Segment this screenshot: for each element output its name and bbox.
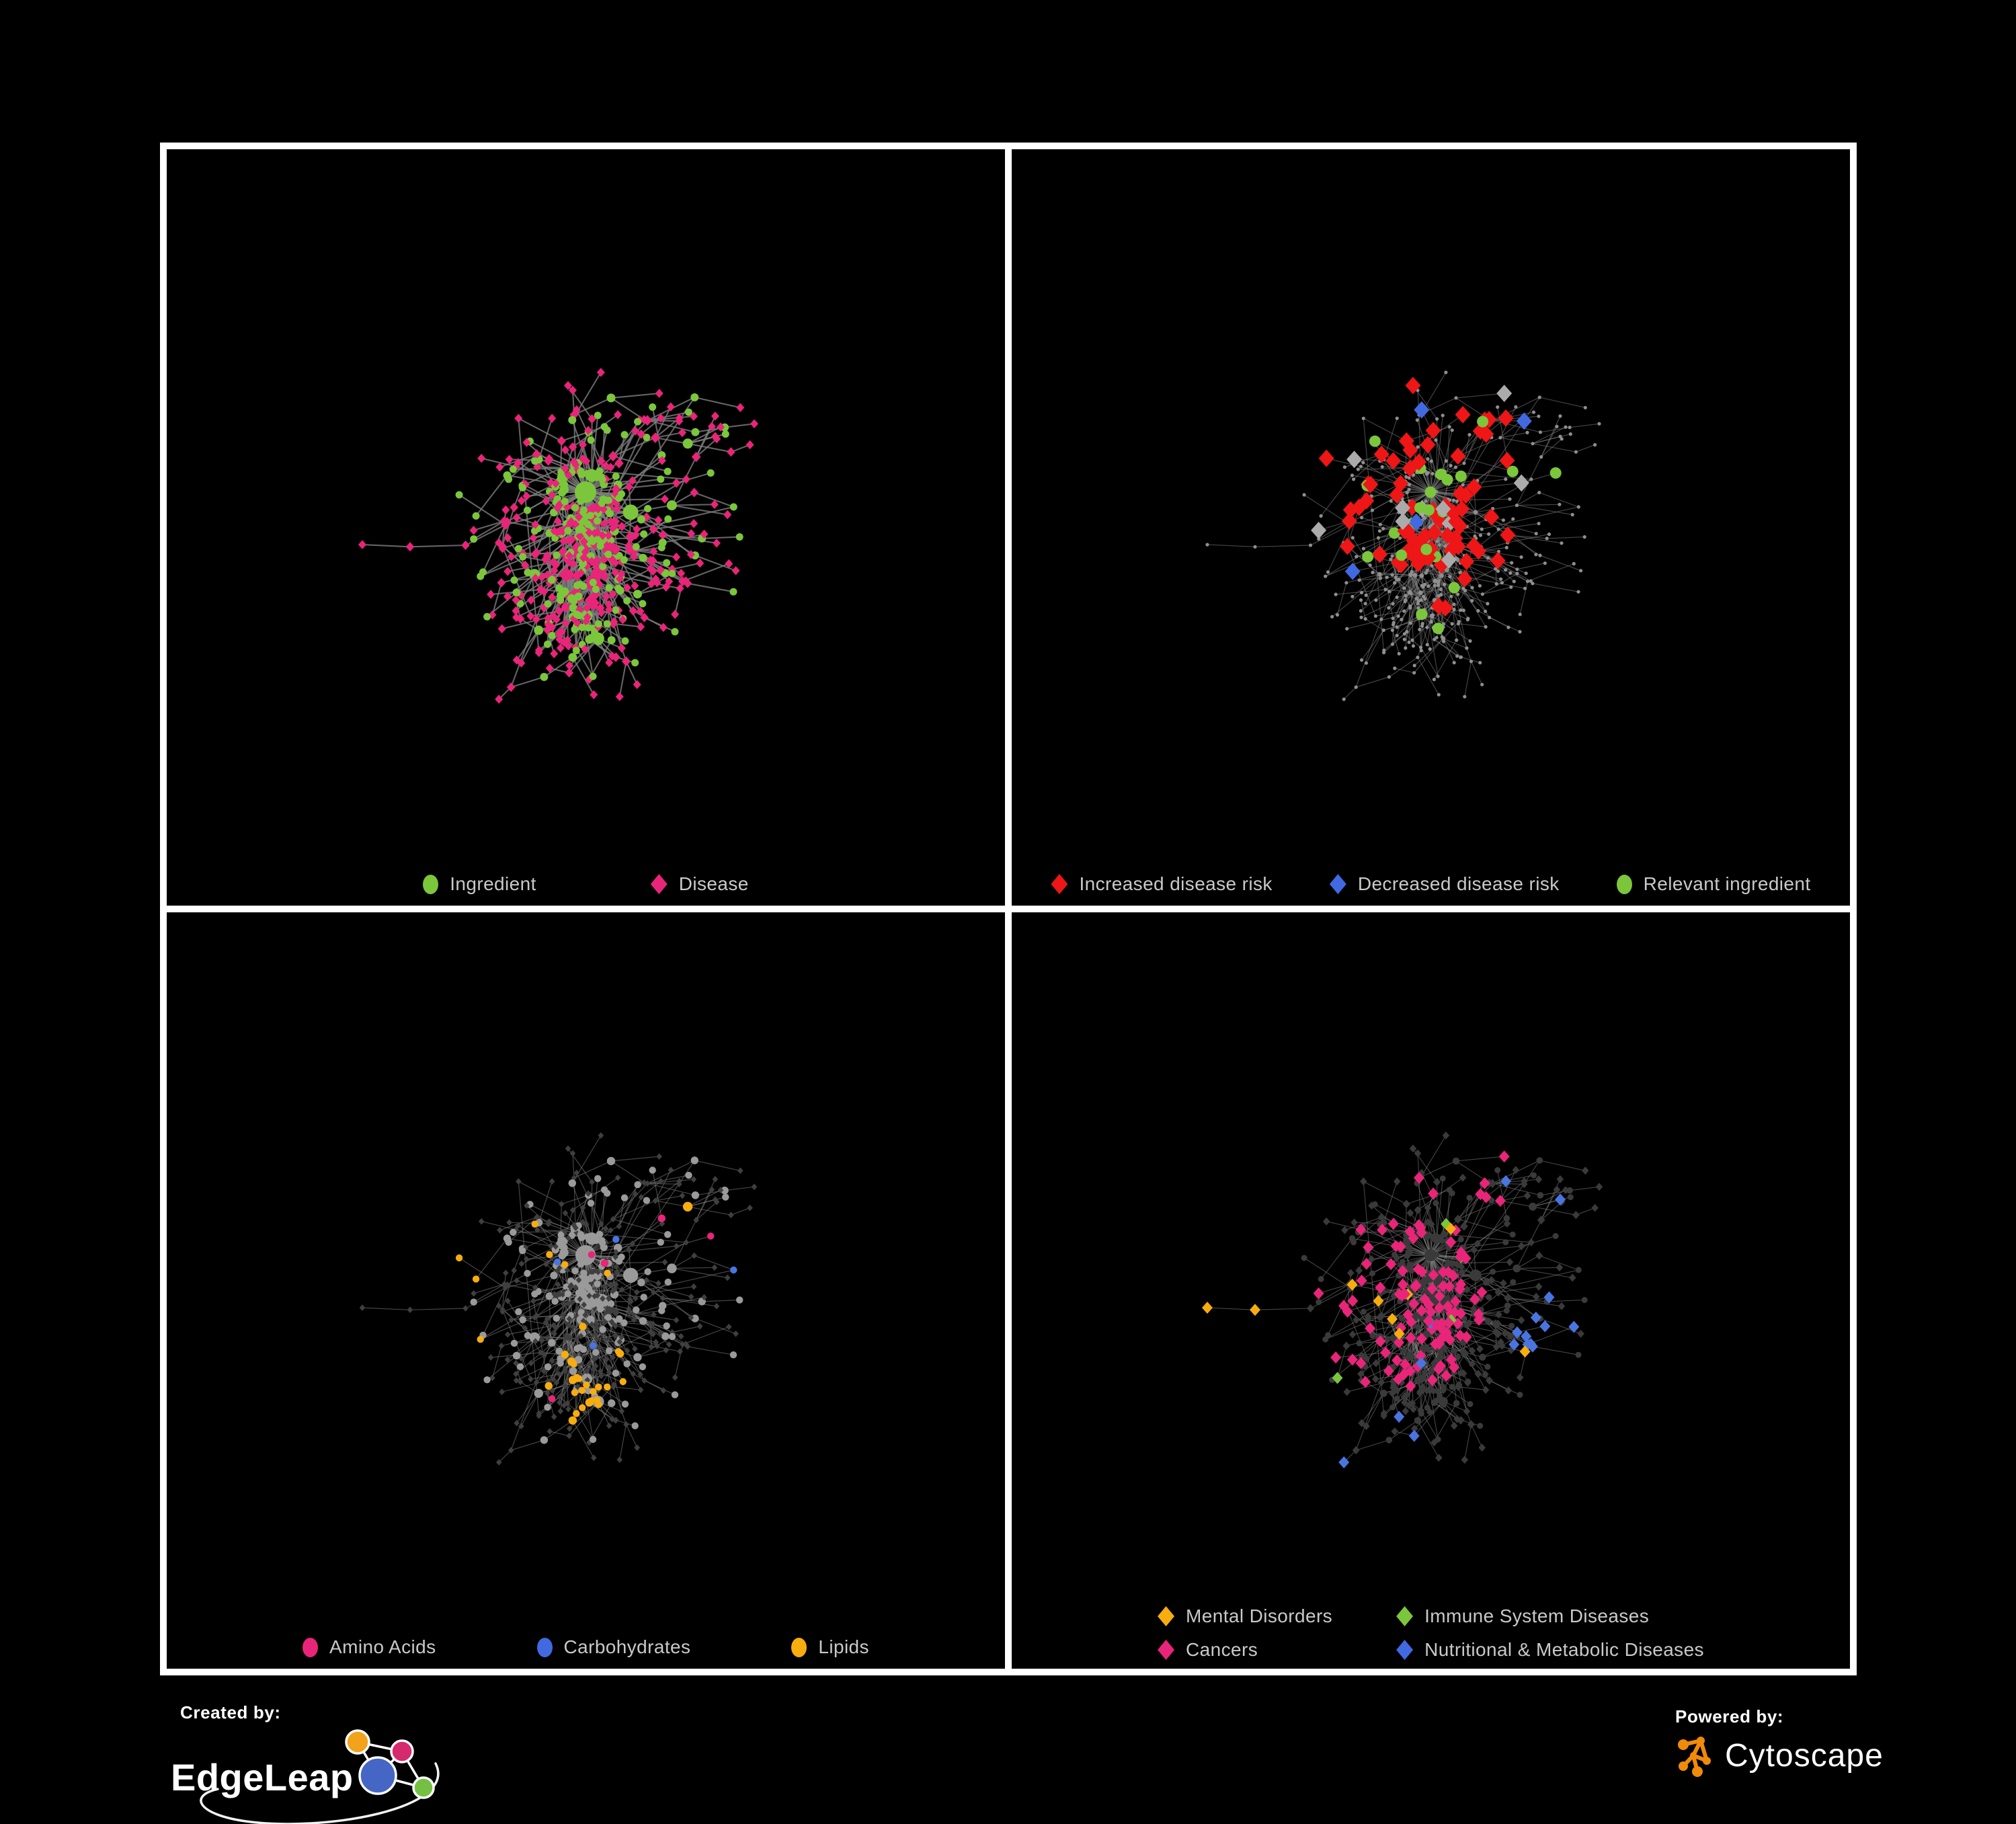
legend-item-mental-disorders: Mental Disorders: [1158, 1605, 1332, 1627]
legend-item-disease: Disease: [651, 873, 749, 895]
legend-label: Increased disease risk: [1079, 873, 1272, 895]
circle-swatch: [537, 1638, 553, 1657]
edgeleap-network-icon: [346, 1731, 434, 1798]
powered-by-label: Powered by:: [1675, 1706, 1884, 1727]
edgeleap-logo: EdgeLeap: [165, 1723, 468, 1824]
legend-label: Relevant ingredient: [1644, 873, 1811, 895]
network-canvas-ingredient-classes: [167, 912, 1005, 1669]
legend-item-lipids: Lipids: [791, 1636, 869, 1658]
edgeleap-wordmark: EdgeLeap: [171, 1756, 354, 1798]
network-canvas-disease-classes: [1012, 912, 1850, 1669]
legend-label: Mental Disorders: [1186, 1605, 1332, 1627]
legend-label: Nutritional & Metabolic Diseases: [1424, 1639, 1704, 1661]
diamond-swatch: [1396, 1606, 1413, 1626]
legend-item-decreased-disease-risk: Decreased disease risk: [1330, 873, 1560, 895]
legend-item-nutritional-metabolic-diseases: Nutritional & Metabolic Diseases: [1396, 1639, 1704, 1661]
legend-item-ingredient: Ingredient: [423, 873, 536, 895]
legend-item-amino-acids: Amino Acids: [303, 1636, 436, 1658]
diamond-swatch: [1158, 1640, 1174, 1660]
cytoscape-icon: [1675, 1733, 1716, 1778]
created-by-label: Created by:: [180, 1702, 468, 1723]
diamond-swatch: [1051, 874, 1067, 894]
legend-label: Amino Acids: [329, 1636, 436, 1658]
legend-label: Lipids: [818, 1636, 869, 1658]
legend-label: Ingredient: [450, 873, 536, 895]
legend-label: Immune System Diseases: [1424, 1605, 1649, 1627]
legend-label: Carbohydrates: [564, 1636, 691, 1658]
cytoscape-credit: Powered by: Cytoscape: [1675, 1706, 1884, 1778]
legend-item-increased-disease-risk: Increased disease risk: [1051, 873, 1272, 895]
diamond-swatch: [1396, 1640, 1413, 1660]
legend-item-relevant-ingredient: Relevant ingredient: [1617, 873, 1811, 895]
diamond-swatch: [651, 874, 668, 894]
legend-label: Disease: [679, 873, 749, 895]
edgeleap-credit: Created by: EdgeLeap: [165, 1702, 468, 1824]
panel-disease-classes: Mental Disorders Immune System Diseases Ca…: [1012, 912, 1850, 1669]
circle-swatch: [303, 1638, 318, 1657]
legend-item-immune-system-diseases: Immune System Diseases: [1396, 1605, 1704, 1627]
network-canvas-ingredient-disease: [167, 149, 1005, 906]
circle-swatch: [791, 1638, 807, 1657]
panel-disease-risk: Increased disease risk Decreased disease …: [1012, 149, 1850, 906]
cytoscape-wordmark: Cytoscape: [1725, 1737, 1884, 1774]
network-canvas-disease-risk: [1012, 149, 1850, 906]
diamond-swatch: [1158, 1606, 1174, 1626]
legend-label: Cancers: [1186, 1639, 1258, 1661]
panel-grid: Ingredient Disease Increased disease risk…: [160, 143, 1857, 1675]
legend-ingredient-classes: Amino Acids Carbohydrates Lipids: [167, 1636, 1005, 1658]
legend-ingredient-disease: Ingredient Disease: [167, 873, 1005, 895]
legend-item-cancers: Cancers: [1158, 1639, 1332, 1661]
diamond-swatch: [1330, 874, 1346, 894]
panel-ingredient-classes: Amino Acids Carbohydrates Lipids: [167, 912, 1005, 1669]
panel-ingredient-disease: Ingredient Disease: [167, 149, 1005, 906]
circle-swatch: [423, 875, 438, 894]
legend-item-carbohydrates: Carbohydrates: [537, 1636, 691, 1658]
legend-disease-classes: Mental Disorders Immune System Diseases Ca…: [1012, 1605, 1850, 1661]
legend-label: Decreased disease risk: [1358, 873, 1560, 895]
legend-disease-risk: Increased disease risk Decreased disease …: [1012, 873, 1850, 895]
circle-swatch: [1617, 875, 1632, 894]
